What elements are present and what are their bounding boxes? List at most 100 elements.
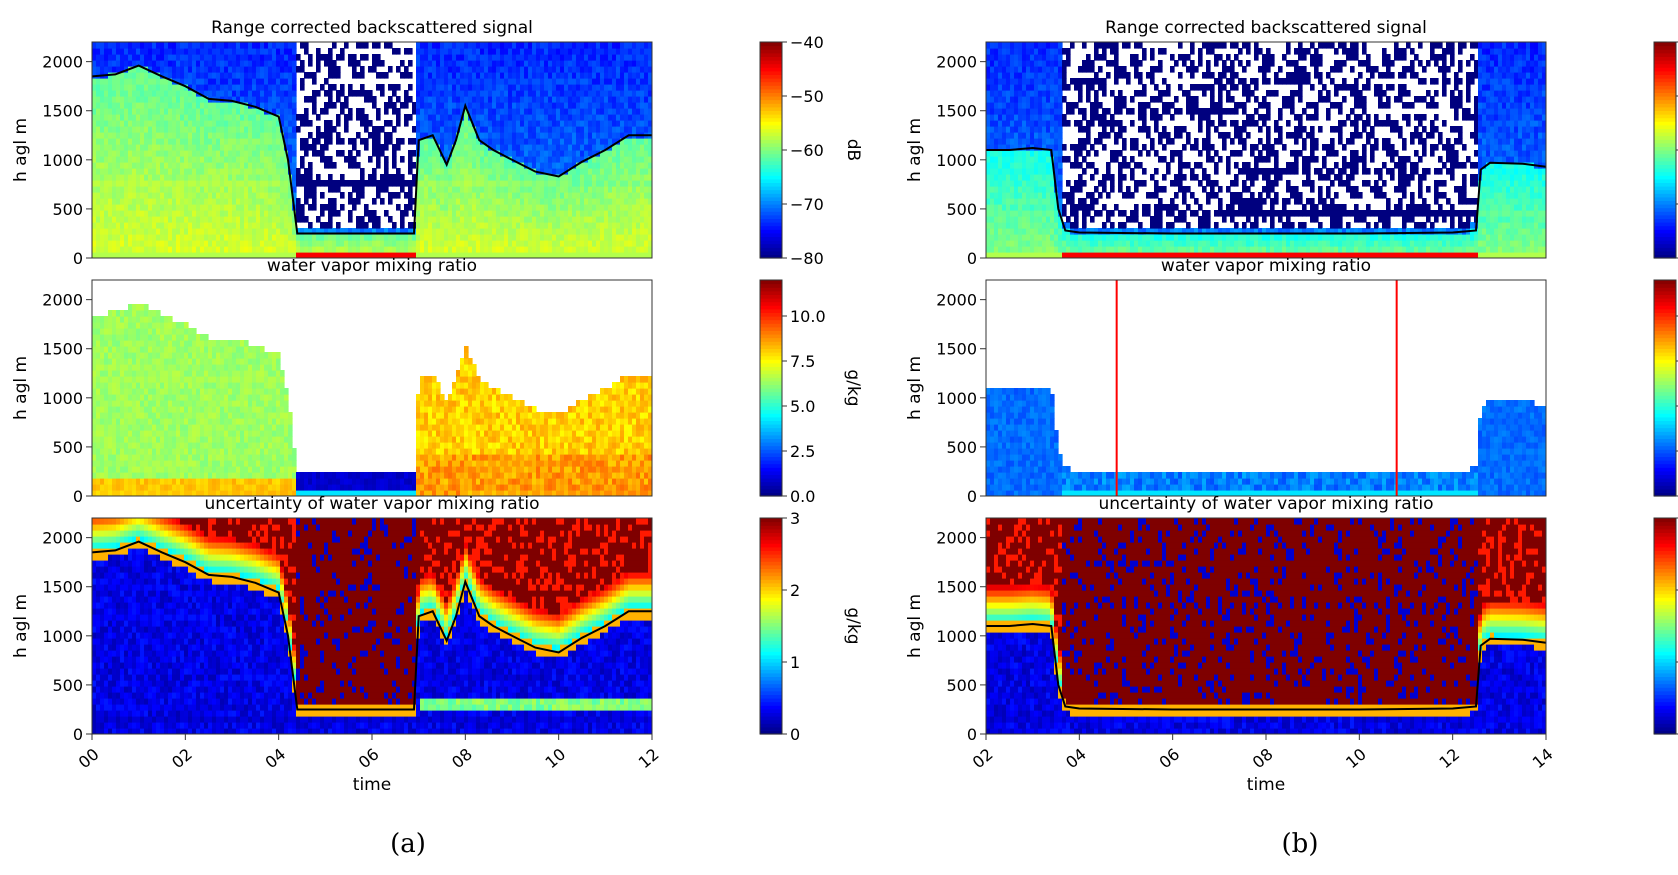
heatmap-cell (492, 48, 497, 55)
heatmap-cell (504, 186, 509, 193)
heatmap-cell (392, 192, 397, 199)
heatmap-cell (536, 252, 541, 258)
heatmap-cell (332, 246, 337, 253)
heatmap-cell (224, 240, 229, 247)
heatmap-cell (352, 234, 357, 241)
heatmap-cell (488, 252, 493, 258)
heatmap-cell (184, 144, 189, 151)
colorbar-swatch (760, 106, 782, 111)
heatmap-cell (548, 156, 553, 163)
heatmap-cell (388, 66, 393, 73)
heatmap-cell (356, 114, 361, 121)
heatmap-cell (572, 90, 577, 97)
heatmap-cell (568, 132, 573, 139)
heatmap-cell (500, 174, 505, 181)
heatmap-cell (252, 186, 257, 193)
heatmap-cell (104, 48, 109, 55)
heatmap-cell (312, 96, 317, 103)
heatmap-cell (364, 234, 369, 241)
heatmap-cell (516, 252, 521, 258)
heatmap-cell (452, 234, 457, 241)
heatmap-cell (508, 108, 513, 115)
heatmap-cell (600, 174, 605, 181)
heatmap-cell (348, 108, 353, 115)
heatmap-cell (592, 120, 597, 127)
heatmap-cell (200, 246, 205, 253)
heatmap-cell (464, 186, 469, 193)
heatmap-cell (172, 180, 177, 187)
heatmap-cell (108, 210, 113, 217)
heatmap-cell (100, 108, 105, 115)
heatmap-cell (128, 310, 133, 317)
heatmap-cell (628, 96, 633, 103)
heatmap-cell (284, 102, 289, 109)
heatmap-cell (456, 96, 461, 103)
heatmap-cell (260, 192, 265, 199)
heatmap-cell (568, 222, 573, 229)
heatmap-cell (436, 222, 441, 229)
heatmap-cell (444, 114, 449, 121)
heatmap-cell (264, 78, 269, 85)
heatmap-cell (436, 186, 441, 193)
heatmap-cell (408, 138, 413, 145)
heatmap-cell (492, 126, 497, 133)
heatmap-cell (152, 180, 157, 187)
heatmap-cell (352, 162, 357, 169)
heatmap-cell (240, 120, 245, 127)
heatmap-cell (620, 102, 625, 109)
heatmap-cell (604, 150, 609, 157)
heatmap-cell (268, 114, 273, 121)
heatmap-cell (236, 96, 241, 103)
heatmap-cell (132, 204, 137, 211)
heatmap-cell (184, 252, 189, 258)
heatmap-cell (124, 204, 129, 211)
heatmap-cell (500, 72, 505, 79)
heatmap-cell (620, 42, 625, 49)
heatmap-cell (208, 228, 213, 235)
heatmap-cell (320, 234, 325, 241)
heatmap-cell (104, 144, 109, 151)
heatmap-cell (244, 156, 249, 163)
heatmap-cell (308, 222, 313, 229)
heatmap-cell (140, 114, 145, 121)
heatmap-cell (596, 198, 601, 205)
heatmap-cell (136, 60, 141, 67)
heatmap-cell (636, 150, 641, 157)
heatmap-cell (208, 54, 213, 61)
heatmap-cell (116, 228, 121, 235)
heatmap-cell (320, 84, 325, 91)
heatmap-cell (600, 72, 605, 79)
colorbar-swatch (760, 243, 782, 248)
heatmap-cell (112, 418, 117, 425)
heatmap-cell (512, 108, 517, 115)
heatmap-cell (448, 228, 453, 235)
heatmap-cell (388, 42, 393, 49)
heatmap-cell (100, 316, 105, 323)
heatmap-cell (336, 186, 341, 193)
heatmap-cell (488, 198, 493, 205)
heatmap-cell (624, 60, 629, 67)
heatmap-cell (284, 234, 289, 241)
heatmap-cell (152, 96, 157, 103)
heatmap-cell (268, 198, 273, 205)
heatmap-cell (648, 156, 652, 163)
heatmap-cell (640, 204, 645, 211)
heatmap-cell (616, 54, 621, 61)
heatmap-cell (224, 150, 229, 157)
heatmap-cell (188, 60, 193, 67)
heatmap-cell (584, 174, 589, 181)
heatmap-cell (552, 108, 557, 115)
heatmap-cell (520, 42, 525, 49)
heatmap-cell (292, 54, 297, 61)
heatmap-cell (184, 240, 189, 247)
heatmap-cell (528, 48, 533, 55)
heatmap-cell (552, 48, 557, 55)
heatmap-cell (556, 72, 561, 79)
heatmap-cell (188, 186, 193, 193)
heatmap-cell (288, 240, 293, 247)
heatmap-cell (496, 108, 501, 115)
heatmap-cell (152, 84, 157, 91)
heatmap-cell (216, 138, 221, 145)
heatmap-cell (144, 60, 149, 67)
heatmap-cell (428, 150, 433, 157)
